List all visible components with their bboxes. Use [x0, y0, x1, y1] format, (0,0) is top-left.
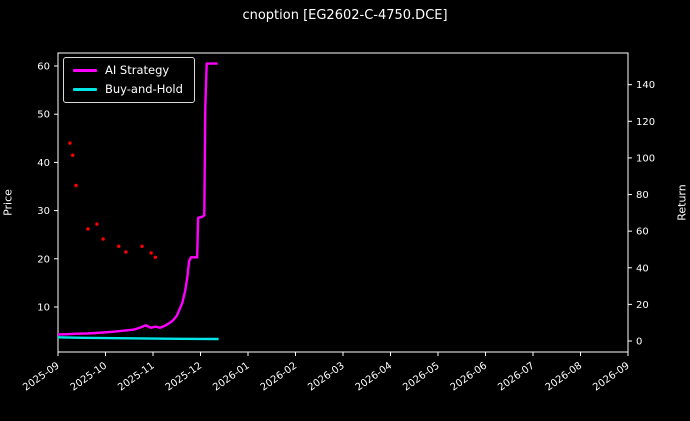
- legend: AI Strategy Buy-and-Hold: [63, 57, 195, 103]
- price-tick-label: 50: [37, 110, 50, 121]
- date-tick-label: 2026-03: [306, 360, 347, 393]
- date-tick-label: 2025-11: [116, 360, 157, 393]
- price-tick-label: 60: [37, 62, 50, 73]
- legend-label-buy-and-hold: Buy-and-Hold: [105, 81, 183, 96]
- chart-title: cnoption [EG2602-C-4750.DCE]: [242, 8, 448, 23]
- signal-dot: [117, 244, 121, 248]
- date-tick-label: 2025-09: [21, 360, 62, 393]
- date-tick-label: 2026-02: [259, 360, 300, 393]
- legend-label-ai-strategy: AI Strategy: [105, 63, 170, 77]
- date-tick-label: 2026-04: [354, 360, 395, 393]
- signal-dot: [86, 227, 90, 231]
- date-tick-label: 2025-10: [69, 360, 110, 393]
- return-tick-label: 60: [636, 227, 649, 238]
- date-tick-label: 2026-07: [496, 360, 537, 393]
- signal-dot: [101, 237, 105, 241]
- return-tick-label: 120: [636, 117, 655, 128]
- signal-dot: [71, 153, 75, 157]
- price-tick-label: 20: [37, 254, 50, 265]
- signal-dot: [68, 141, 72, 145]
- series-line-ai-strategy: [57, 62, 218, 336]
- return-tick-label: 0: [636, 337, 642, 348]
- legend-item-ai-strategy: AI Strategy: [73, 63, 183, 77]
- price-tick-label: 40: [37, 158, 50, 169]
- signal-dot: [124, 250, 128, 254]
- signal-dot: [153, 255, 158, 259]
- return-tick-label: 80: [636, 190, 649, 201]
- return-tick-label: 140: [636, 80, 655, 91]
- return-tick-label: 40: [636, 263, 649, 274]
- signal-dot: [140, 244, 144, 248]
- signal-dot: [95, 222, 99, 226]
- y-axis-label-price: Price: [1, 189, 15, 216]
- price-tick-label: 30: [37, 206, 50, 217]
- return-tick-label: 100: [636, 153, 655, 164]
- legend-swatch-buy-and-hold: [73, 87, 97, 91]
- date-tick-label: 2025-12: [164, 360, 205, 393]
- return-tick-label: 20: [636, 300, 649, 311]
- y-axis-label-return: Return: [675, 184, 689, 221]
- signal-dot: [74, 183, 78, 188]
- date-tick-label: 2026-06: [449, 360, 490, 393]
- legend-item-buy-and-hold: Buy-and-Hold: [73, 81, 183, 96]
- date-tick-label: 2026-08: [544, 360, 585, 393]
- signal-dot: [149, 251, 153, 255]
- price-tick-label: 10: [37, 302, 50, 313]
- legend-swatch-ai-strategy: [73, 69, 97, 73]
- date-tick-label: 2026-05: [401, 360, 442, 393]
- series-line-buy-and-hold: [57, 336, 219, 341]
- date-tick-label: 2026-01: [211, 360, 252, 393]
- date-tick-label: 2026-09: [591, 360, 632, 393]
